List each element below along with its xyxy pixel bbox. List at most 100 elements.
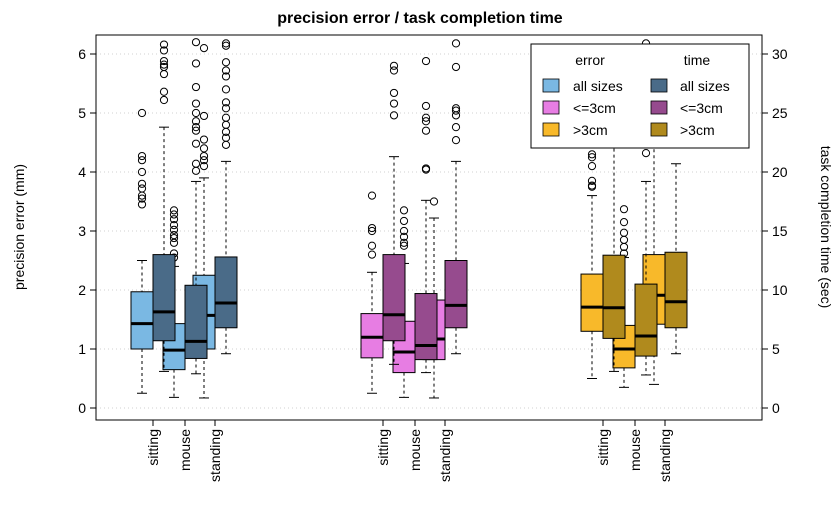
- x-tick-label: sitting: [375, 429, 391, 466]
- y-left-tick-label: 4: [78, 164, 86, 180]
- outlier-point: [191, 139, 201, 148]
- y-right-tick-label: 5: [772, 341, 780, 357]
- y-left-tick-label: 5: [78, 105, 86, 121]
- x-tick-label: standing: [207, 429, 223, 482]
- y-left-tick-label: 2: [78, 282, 86, 298]
- box-time: [634, 283, 658, 357]
- legend-swatch-error-large: [542, 122, 560, 137]
- y-axis-right-label: task completion time (sec): [818, 146, 834, 309]
- outlier-point: [451, 123, 461, 132]
- outlier-point: [619, 205, 629, 214]
- outlier-point: [169, 221, 179, 230]
- y-left-tick-label: 0: [78, 400, 86, 416]
- outlier-point: [199, 162, 209, 171]
- outlier-point: [137, 184, 147, 193]
- outlier-point: [159, 56, 169, 66]
- outlier-point: [137, 167, 147, 177]
- outlier-point: [169, 225, 179, 234]
- outlier-point: [221, 120, 231, 129]
- outlier-point: [367, 223, 377, 233]
- legend: error time all sizes all sizes <=3cm <=3…: [530, 43, 750, 149]
- outlier-point: [221, 72, 231, 81]
- outlier-point: [137, 194, 147, 203]
- outlier-point: [619, 228, 629, 237]
- x-tick-label: mouse: [627, 429, 643, 471]
- outlier-point: [367, 191, 377, 200]
- outlier-point: [451, 104, 461, 113]
- outlier-point: [159, 87, 169, 96]
- outlier-point: [191, 82, 201, 92]
- x-tick-label: sitting: [145, 429, 161, 466]
- outlier-point: [389, 66, 399, 75]
- outlier-point: [451, 62, 461, 72]
- outlier-point: [199, 111, 209, 121]
- outlier-point: [191, 123, 201, 132]
- outlier-point: [221, 104, 231, 113]
- outlier-point: [159, 69, 169, 79]
- x-tick-label: mouse: [407, 429, 423, 471]
- outlier-point: [221, 41, 231, 50]
- outlier-point: [169, 210, 179, 219]
- outlier-point: [421, 101, 431, 111]
- outlier-point: [399, 241, 409, 250]
- outlier-point: [137, 200, 147, 209]
- outlier-point: [389, 111, 399, 120]
- x-tick-label: standing: [437, 429, 453, 482]
- box-time: [664, 251, 688, 329]
- y-left-tick-label: 1: [78, 341, 86, 357]
- outlier-point: [137, 179, 147, 188]
- outlier-point: [159, 46, 169, 55]
- outlier-point: [451, 106, 461, 115]
- chart-title: precision error / task completion time: [277, 10, 563, 27]
- outlier-point: [191, 38, 201, 47]
- outlier-point: [221, 85, 231, 94]
- legend-label-error-small: <=3cm: [573, 100, 616, 116]
- outlier-point: [399, 232, 409, 241]
- box-time: [414, 293, 438, 361]
- legend-swatch-error-all: [542, 78, 560, 93]
- outlier-point: [199, 144, 209, 153]
- box-time: [444, 260, 468, 329]
- legend-label-time-small: <=3cm: [680, 100, 723, 116]
- legend-col-time: time: [684, 52, 711, 68]
- outlier-point: [159, 95, 169, 105]
- outlier-point: [221, 133, 231, 142]
- outlier-point: [191, 99, 201, 108]
- outlier-point: [429, 197, 439, 206]
- outlier-point: [587, 162, 597, 171]
- outlier-point: [191, 126, 201, 135]
- outlier-point: [421, 113, 431, 122]
- outlier-point: [191, 166, 201, 175]
- legend-label-error-all: all sizes: [573, 78, 623, 94]
- outlier-point: [421, 126, 431, 135]
- outlier-point: [421, 164, 431, 173]
- outlier-point: [159, 40, 169, 49]
- legend-swatch-error-small: [542, 100, 560, 115]
- y-right-tick-label: 0: [772, 400, 780, 416]
- legend-frame: [530, 43, 750, 149]
- y-axis-left-label: precision error (mm): [11, 164, 27, 290]
- outlier-point: [191, 59, 201, 68]
- outlier-point: [191, 117, 201, 126]
- outlier-point: [399, 226, 409, 236]
- outlier-point: [451, 136, 461, 145]
- outlier-point: [221, 98, 231, 107]
- box-time: [382, 254, 406, 342]
- outlier-point: [169, 215, 179, 224]
- outlier-point: [199, 156, 209, 165]
- outlier-point: [389, 99, 399, 108]
- outlier-point: [199, 135, 209, 144]
- outlier-point: [199, 151, 209, 161]
- plot-frame: [95, 34, 763, 421]
- y-left-tick-label: 3: [78, 223, 86, 239]
- box-time: [602, 254, 626, 339]
- outlier-point: [137, 108, 147, 118]
- outlier-point: [619, 235, 629, 244]
- y-right-tick-label: 10: [772, 282, 788, 298]
- outlier-point: [421, 117, 431, 126]
- outlier-point: [367, 226, 377, 236]
- outlier-point: [221, 39, 231, 48]
- y-right-tick-label: 25: [772, 105, 788, 121]
- box-error: [580, 273, 604, 332]
- outlier-point: [221, 66, 231, 75]
